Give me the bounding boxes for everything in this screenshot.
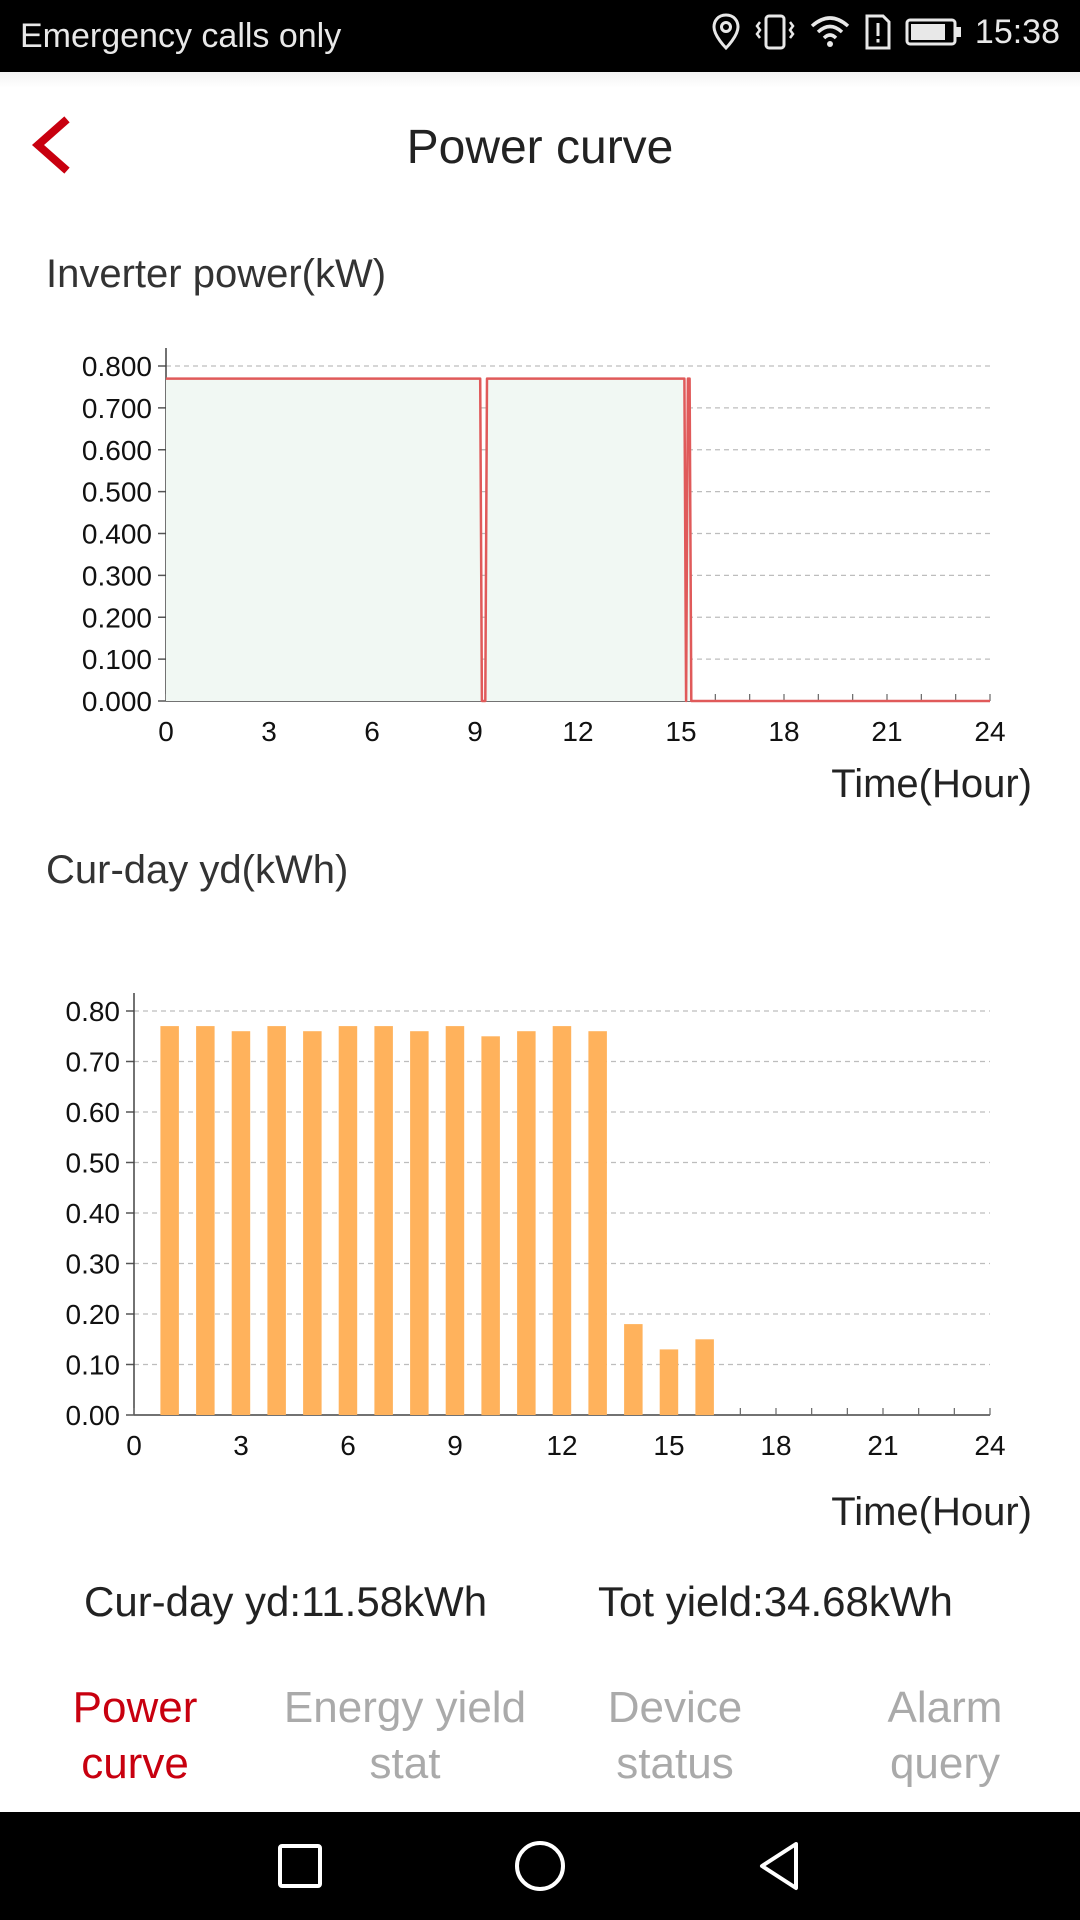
tab-energy-yield-stat[interactable]: Energy yield stat [270, 1680, 540, 1792]
yield-chart-title: Cur-day yd(kWh) [46, 848, 349, 892]
x-tick-label: 12 [562, 716, 593, 747]
y-tick-label: 0.800 [82, 351, 152, 382]
yield-bar [196, 1026, 215, 1415]
y-tick-label: 0.60 [66, 1097, 121, 1128]
x-tick-label: 9 [447, 1430, 463, 1460]
x-tick-label: 18 [760, 1430, 791, 1460]
tab-label-line2: status [616, 1739, 734, 1788]
x-tick-label: 3 [233, 1430, 249, 1460]
vibrate-icon [755, 14, 795, 50]
yield-bar [445, 1026, 465, 1415]
x-tick-label: 24 [974, 1430, 1005, 1460]
page-title: Power curve [406, 121, 674, 174]
x-tick-label: 6 [364, 716, 380, 747]
tab-alarm-query[interactable]: Alarm query [810, 1680, 1080, 1792]
tab-label-line1: Device [607, 1683, 743, 1732]
y-tick-label: 0.70 [66, 1047, 121, 1078]
status-icons: 15:38 [711, 12, 1060, 52]
power-series-line [166, 377, 990, 703]
yield-bar [659, 1349, 679, 1415]
y-tick-label: 0.400 [82, 519, 152, 550]
app-bar: Power curve [0, 72, 1080, 222]
back-button[interactable] [22, 110, 82, 180]
status-bar: Emergency calls only 15:38 [0, 0, 1080, 72]
x-tick-label: 18 [768, 716, 799, 747]
tab-label-line1: Alarm [887, 1683, 1003, 1732]
y-tick-label: 0.10 [66, 1350, 121, 1381]
home-icon [515, 1841, 565, 1891]
y-tick-label: 0.00 [66, 1400, 121, 1431]
y-tick-label: 0.500 [82, 477, 152, 508]
x-tick-label: 21 [871, 716, 902, 747]
location-icon [712, 13, 740, 51]
navigation-bar [0, 1812, 1080, 1920]
tab-power-curve[interactable]: Power curve [0, 1680, 270, 1792]
y-tick-label: 0.30 [66, 1249, 121, 1280]
wifi-icon [810, 16, 850, 47]
x-tick-label: 12 [546, 1430, 577, 1460]
chevron-left-icon [31, 116, 70, 174]
power-chart-title: Inverter power(kW) [46, 252, 387, 296]
yield-bar [588, 1031, 607, 1415]
y-tick-label: 0.000 [82, 686, 152, 717]
sim-alert-icon [865, 14, 891, 50]
yield-bar [624, 1324, 643, 1415]
yield-bar [374, 1026, 393, 1415]
yield-bar [267, 1026, 286, 1415]
tab-label-line1: Energy yield [283, 1683, 527, 1732]
bottom-tab-bar: Power curve Energy yield stat Device sta… [0, 1680, 1080, 1810]
y-tick-label: 0.50 [66, 1148, 121, 1179]
y-tick-label: 0.300 [82, 560, 152, 591]
y-tick-label: 0.100 [82, 644, 152, 675]
recent-apps-button[interactable] [270, 1836, 330, 1896]
yield-chart-xlabel: Time(Hour) [831, 1490, 1032, 1534]
x-tick-label: 9 [467, 716, 483, 747]
tab-label-line1: Power [72, 1683, 198, 1732]
y-tick-label: 0.600 [82, 435, 152, 466]
yield-bar [481, 1036, 500, 1416]
x-tick-label: 15 [653, 1430, 684, 1460]
x-tick-label: 21 [867, 1430, 898, 1460]
x-tick-label: 0 [158, 716, 174, 747]
cur-day-yield-summary: Cur-day yd:11.58kWh [84, 1578, 488, 1625]
power-area-fill [166, 378, 990, 701]
x-tick-label: 0 [126, 1430, 142, 1460]
recent-apps-icon [278, 1844, 322, 1888]
yield-bar [552, 1026, 572, 1415]
battery-icon [905, 18, 961, 46]
tab-label-line2: curve [81, 1739, 189, 1788]
tab-device-status[interactable]: Device status [540, 1680, 810, 1792]
yield-bar [517, 1031, 536, 1415]
yield-bar [338, 1026, 358, 1415]
yield-bar [303, 1031, 322, 1415]
power-chart: 0.000 0.100 0.200 0.300 0.400 0.500 0.600 0.700… [82, 348, 1006, 747]
total-yield-summary: Tot yield:34.68kWh [598, 1578, 953, 1625]
yield-chart: 0.00 0.10 0.20 0.30 0.40 0.50 0.60 0.70 0.80 0 3 6 9… [66, 993, 1006, 1460]
tab-label-line2: stat [369, 1739, 441, 1788]
yield-bar [160, 1026, 179, 1415]
back-triangle-icon [760, 1842, 798, 1890]
carrier-text: Emergency calls only [20, 17, 342, 55]
tab-label-line2: query [889, 1739, 1001, 1788]
yield-bar [695, 1339, 714, 1416]
y-tick-label: 0.20 [66, 1299, 121, 1330]
x-tick-label: 6 [340, 1430, 356, 1460]
x-tick-label: 24 [974, 716, 1005, 747]
clock: 15:38 [974, 12, 1060, 51]
home-button[interactable] [510, 1836, 570, 1896]
yield-bar [410, 1031, 429, 1415]
y-tick-label: 0.80 [66, 996, 121, 1027]
y-tick-label: 0.700 [82, 393, 152, 424]
back-nav-button[interactable] [750, 1836, 810, 1896]
power-chart-xlabel: Time(Hour) [831, 762, 1032, 806]
yield-bar [231, 1031, 251, 1415]
x-tick-label: 15 [665, 716, 696, 747]
y-tick-label: 0.200 [82, 602, 152, 633]
y-tick-label: 0.40 [66, 1198, 121, 1229]
x-tick-label: 3 [261, 716, 277, 747]
